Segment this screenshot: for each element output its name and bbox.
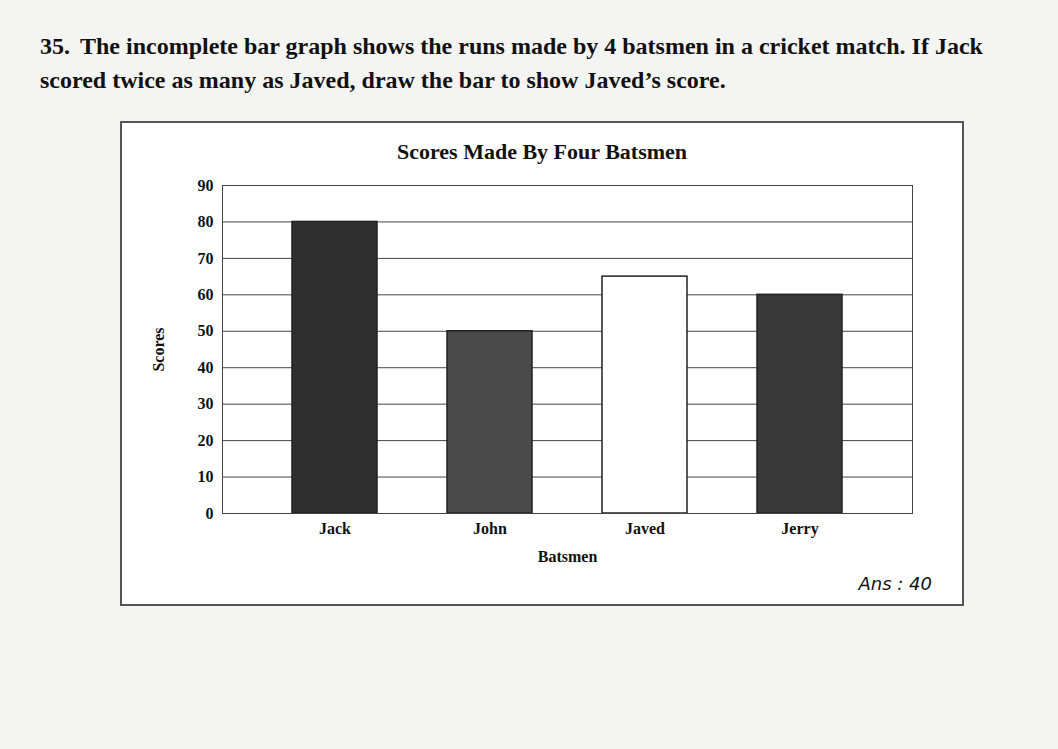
svg-text:Jack: Jack	[319, 520, 351, 537]
svg-text:Scores: Scores	[150, 328, 167, 372]
html-text:The incomplete bar graph shows: The incomplete bar graph shows the runs …	[40, 33, 983, 93]
html-text:35.: 35.	[40, 33, 70, 59]
html-text:Ans : 40: Ans : 40	[858, 573, 932, 595]
svg-text:10: 10	[198, 468, 214, 485]
svg-text:50: 50	[198, 323, 214, 340]
svg-text:20: 20	[198, 432, 214, 449]
svg-text:John: John	[473, 520, 507, 537]
svg-text:80: 80	[198, 213, 214, 230]
svg-text:60: 60	[198, 286, 214, 303]
svg-text:Batsmen: Batsmen	[538, 548, 598, 565]
svg-text:40: 40	[198, 359, 214, 376]
svg-text:Jerry: Jerry	[781, 520, 818, 538]
svg-text:Javed: Javed	[625, 520, 665, 537]
svg-text:90: 90	[198, 177, 214, 194]
svg-text:0: 0	[206, 505, 214, 522]
html-text:Scores Made By Four Batsmen: Scores Made By Four Batsmen	[397, 139, 687, 165]
svg-text:70: 70	[198, 250, 214, 267]
svg-text:30: 30	[198, 395, 214, 412]
